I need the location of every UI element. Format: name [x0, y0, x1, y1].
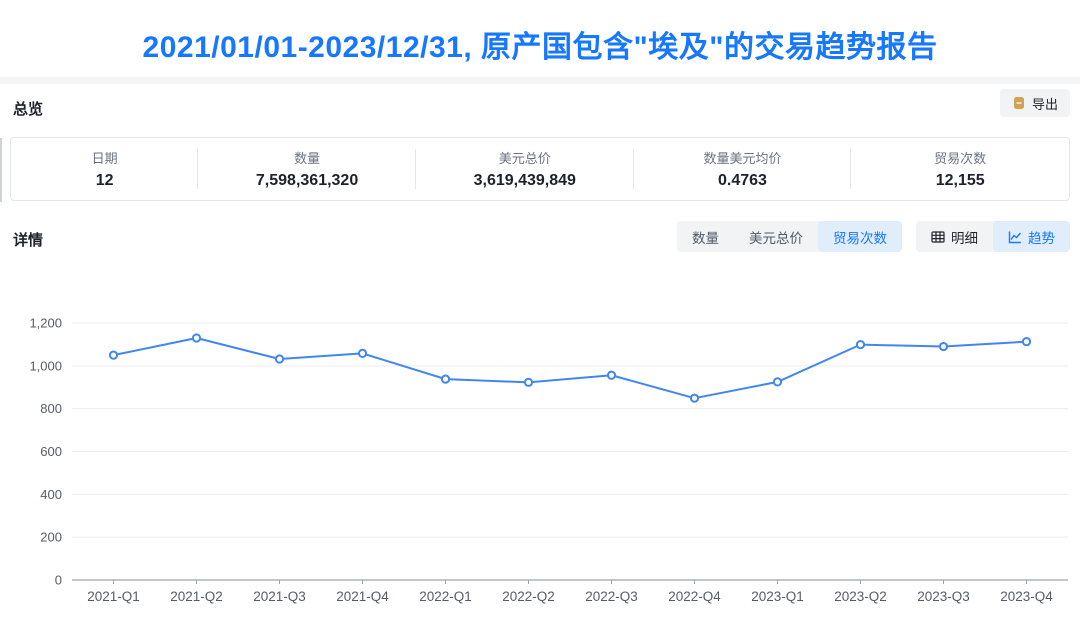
svg-text:2021-Q3: 2021-Q3 [253, 589, 306, 604]
tab-label: 明细 [951, 230, 978, 246]
table-icon [931, 230, 945, 244]
export-file-icon [1012, 96, 1026, 110]
details-toolbar: 数量 美元总价 贸易次数 明细 [677, 221, 1070, 252]
tab-trend-view[interactable]: 趋势 [993, 221, 1070, 252]
tab-label: 数量 [692, 230, 719, 246]
svg-text:2021-Q2: 2021-Q2 [170, 589, 223, 604]
stat-label: 数量美元均价 [703, 151, 782, 166]
metric-tab-group: 数量 美元总价 贸易次数 [677, 221, 902, 252]
stat-date: 日期 12 [11, 138, 199, 200]
stat-label: 美元总价 [498, 151, 551, 166]
svg-text:2022-Q3: 2022-Q3 [585, 589, 638, 604]
svg-text:2022-Q1: 2022-Q1 [419, 589, 472, 604]
tab-quantity[interactable]: 数量 [677, 221, 734, 252]
view-tab-group: 明细 趋势 [916, 221, 1070, 252]
svg-text:2021-Q1: 2021-Q1 [87, 589, 140, 604]
left-edge-artifact [0, 138, 2, 202]
svg-text:2023-Q2: 2023-Q2 [834, 589, 887, 604]
tab-label: 美元总价 [749, 230, 803, 246]
svg-text:400: 400 [40, 487, 62, 502]
overview-stats-card: 日期 12 数量 7,598,361,320 美元总价 3,619,439,84… [10, 137, 1070, 201]
tab-detail-view[interactable]: 明细 [916, 221, 993, 252]
stat-quantity: 数量 7,598,361,320 [198, 138, 416, 200]
line-chart-icon [1008, 230, 1022, 244]
tab-trade-count[interactable]: 贸易次数 [818, 221, 902, 252]
tab-label: 趋势 [1028, 230, 1055, 246]
stat-label: 贸易次数 [934, 151, 987, 166]
report-title: 2021/01/01-2023/12/31, 原产国包含"埃及"的交易趋势报告 [142, 31, 938, 64]
svg-text:2021-Q4: 2021-Q4 [336, 589, 389, 604]
export-button-label: 导出 [1031, 96, 1058, 112]
tab-usd-total[interactable]: 美元总价 [734, 221, 818, 252]
tab-label: 贸易次数 [833, 230, 887, 246]
svg-text:800: 800 [40, 401, 62, 416]
svg-text:2022-Q2: 2022-Q2 [502, 589, 555, 604]
details-section-label: 详情 [13, 232, 44, 249]
svg-text:1,200: 1,200 [29, 316, 62, 331]
stat-label: 日期 [91, 151, 118, 166]
trend-line-chart: 0 200 400 600 800 1,000 1,200 2021-Q1 2021-Q2 202… [29, 316, 1068, 604]
stat-trade-count: 贸易次数 12,155 [851, 138, 1069, 200]
stat-usd-total: 美元总价 3,619,439,849 [416, 138, 634, 200]
svg-text:2022-Q4: 2022-Q4 [668, 589, 721, 604]
stat-value: 12,155 [935, 172, 985, 189]
svg-text:2023-Q3: 2023-Q3 [917, 589, 970, 604]
section-divider [0, 77, 1080, 84]
svg-text:2023-Q1: 2023-Q1 [751, 589, 804, 604]
svg-text:2023-Q4: 2023-Q4 [1000, 589, 1053, 604]
export-button[interactable]: 导出 [999, 89, 1070, 117]
trend-chart-container: 0 200 400 600 800 1,000 1,200 2021-Q1 2021-Q2 202… [10, 295, 1070, 620]
stat-value: 3,619,439,849 [473, 172, 576, 189]
stat-avg-price: 数量美元均价 0.4763 [634, 138, 852, 200]
svg-text:1,000: 1,000 [29, 358, 62, 373]
stat-value: 12 [95, 172, 114, 189]
svg-text:600: 600 [40, 444, 62, 459]
svg-text:0: 0 [55, 573, 62, 588]
stat-label: 数量 [294, 151, 321, 166]
overview-section-label: 总览 [13, 101, 44, 118]
stat-value: 7,598,361,320 [255, 172, 359, 189]
svg-text:200: 200 [40, 530, 62, 545]
stat-value: 0.4763 [718, 172, 767, 189]
